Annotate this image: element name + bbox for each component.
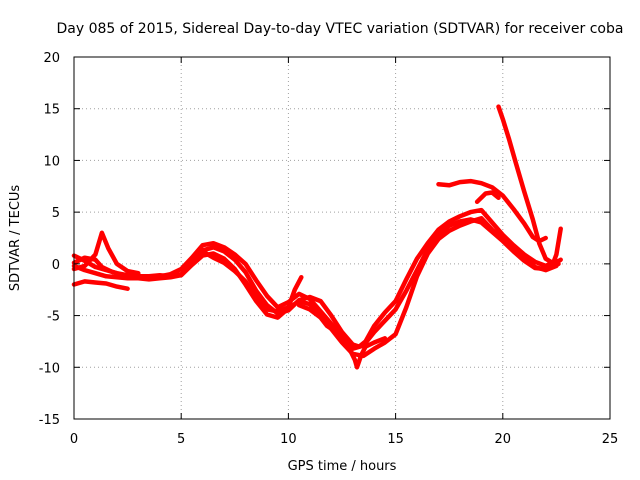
- x-tick-label: 25: [602, 432, 619, 447]
- y-tick-label: 10: [43, 154, 60, 169]
- series-trace-12: [474, 190, 501, 205]
- y-tick-label: 5: [52, 206, 60, 221]
- x-axis-label: GPS time / hours: [288, 459, 397, 474]
- series-trace-4: [71, 279, 130, 291]
- y-axis-label: SDTVAR / TECUs: [8, 185, 23, 292]
- series-trace-11: [549, 226, 563, 269]
- chart-title: Day 085 of 2015, Sidereal Day-to-day VTE…: [57, 21, 624, 37]
- x-tick-label: 10: [280, 432, 297, 447]
- series-trace-9: [436, 178, 548, 244]
- ticks: 0 5 10 15 20 25 -15 -10 -5 0 5 10 15 20: [39, 51, 619, 447]
- plot-frame: [73, 56, 611, 420]
- x-tick-label: 5: [177, 432, 185, 447]
- series-group: [71, 104, 563, 370]
- y-tick-label: 15: [43, 103, 60, 118]
- series-trace-7: [296, 302, 336, 333]
- series-trace-8: [339, 331, 388, 370]
- x-tick-label: 20: [495, 432, 512, 447]
- series-trace-3: [71, 217, 561, 351]
- y-tick-label: -10: [39, 361, 60, 376]
- series-trace-6: [200, 249, 304, 314]
- series-trace-5: [71, 230, 141, 276]
- y-tick-label: 20: [43, 51, 60, 66]
- y-tick-label: 0: [52, 258, 60, 273]
- x-tick-label: 15: [387, 432, 404, 447]
- series-trace-10: [496, 104, 563, 267]
- x-tick-label: 0: [70, 432, 78, 447]
- y-tick-label: -15: [39, 413, 60, 428]
- y-tick-label: -5: [47, 310, 60, 325]
